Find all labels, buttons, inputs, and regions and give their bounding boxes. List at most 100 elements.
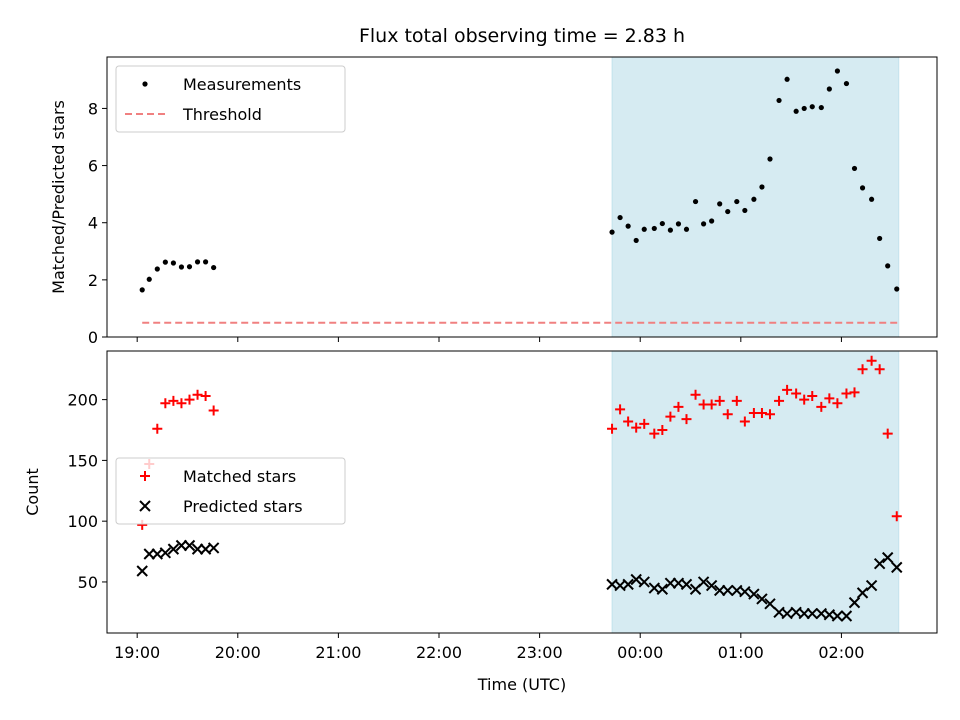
- data-point: [869, 196, 875, 202]
- data-point: [162, 259, 168, 265]
- y-tick-label: 50: [78, 573, 98, 592]
- data-point: [667, 227, 673, 233]
- legend-marker: [140, 471, 150, 481]
- data-point: [849, 387, 860, 398]
- data-point: [622, 578, 634, 591]
- x-tick-label: 00:00: [617, 643, 663, 662]
- data-point: [866, 355, 877, 366]
- data-point: [178, 264, 185, 270]
- x-tick-label: 20:00: [215, 643, 261, 662]
- legend-label: Matched stars: [183, 467, 296, 486]
- data-point: [192, 389, 203, 400]
- data-point: [722, 584, 734, 597]
- data-point: [609, 229, 615, 235]
- y-tick-label: 150: [67, 451, 98, 470]
- observing-span: [611, 56, 900, 338]
- data-point: [615, 404, 626, 415]
- legend-label: Predicted stars: [183, 497, 303, 516]
- data-point: [690, 389, 701, 400]
- data-point: [774, 395, 785, 406]
- chart-title: Flux total observing time = 2.83 h: [359, 25, 685, 47]
- data-point: [152, 423, 163, 434]
- data-point: [202, 259, 209, 265]
- plot-frame: [106, 56, 938, 338]
- data-point: [767, 156, 773, 162]
- legend-label: Measurements: [183, 75, 301, 94]
- data-point: [186, 264, 193, 270]
- data-point: [168, 395, 179, 406]
- data-point: [633, 237, 639, 244]
- data-point: [183, 539, 196, 552]
- data-point: [159, 547, 172, 559]
- legend: Measurements Threshold: [115, 65, 346, 133]
- data-point: [207, 542, 220, 554]
- data-point: [673, 401, 684, 412]
- data-point: [806, 607, 818, 620]
- data-point: [692, 198, 699, 205]
- data-point: [657, 425, 668, 436]
- data-point: [680, 578, 693, 591]
- data-point: [146, 276, 152, 282]
- data-point: [194, 259, 201, 265]
- data-point: [739, 416, 750, 427]
- data-point: [641, 226, 647, 232]
- y-axis-label: Matched/Predicted stars: [49, 100, 68, 294]
- top-panel: 0 2 4 6 8 Matched/Predicted stars Measurements…: [49, 56, 938, 347]
- data-point: [818, 104, 824, 111]
- data-point: [638, 576, 650, 588]
- data-point: [208, 405, 219, 416]
- data-point: [714, 395, 725, 406]
- y-tick-label: 2: [88, 271, 98, 290]
- y-tick-label: 8: [88, 99, 98, 118]
- x-tick-label: 22:00: [416, 643, 462, 662]
- data-point: [734, 198, 740, 205]
- data-point: [709, 218, 715, 224]
- data-point: [176, 398, 187, 409]
- data-point: [139, 287, 145, 293]
- data-point: [877, 235, 883, 242]
- data-point: [793, 108, 799, 114]
- data-point: [816, 401, 827, 412]
- data-point: [764, 598, 776, 610]
- legend-marker: [142, 81, 148, 87]
- data-point: [831, 610, 844, 622]
- data-point: [742, 207, 748, 214]
- data-point: [656, 583, 669, 595]
- data-point: [751, 196, 757, 202]
- data-point: [681, 414, 692, 425]
- data-point: [200, 390, 211, 401]
- data-point: [824, 393, 835, 404]
- data-point: [739, 585, 751, 598]
- y-tick-label: 0: [88, 328, 98, 347]
- data-point: [873, 558, 886, 570]
- data-point: [184, 394, 195, 405]
- data-point: [874, 364, 885, 375]
- series-measurements: [139, 68, 900, 293]
- y-tick-label: 4: [88, 214, 98, 233]
- data-point: [882, 428, 893, 439]
- data-point: [756, 593, 768, 605]
- data-point: [659, 220, 665, 227]
- x-tick-label: 19:00: [114, 643, 160, 662]
- data-point: [834, 68, 841, 74]
- data-point: [759, 184, 765, 190]
- legend: Matched stars Predicted stars: [115, 457, 346, 525]
- data-point: [826, 86, 832, 92]
- data-point: [651, 225, 657, 232]
- data-point: [791, 388, 802, 399]
- data-point: [700, 221, 707, 227]
- y-tick-label: 100: [67, 512, 98, 531]
- legend-label: Threshold: [182, 105, 262, 124]
- data-point: [665, 411, 676, 422]
- data-point: [881, 551, 894, 564]
- x-tick-label: 01:00: [718, 643, 764, 662]
- data-point: [160, 398, 171, 409]
- data-point: [170, 260, 176, 266]
- data-point: [843, 80, 850, 87]
- data-point: [776, 97, 782, 104]
- y-axis-label: Count: [23, 468, 42, 516]
- data-point: [717, 201, 723, 207]
- bottom-panel: 50 100 150 200 19:00 20:00 21:00 22:00 23:00 00:0…: [23, 350, 938, 662]
- x-tick-label: 21:00: [315, 643, 361, 662]
